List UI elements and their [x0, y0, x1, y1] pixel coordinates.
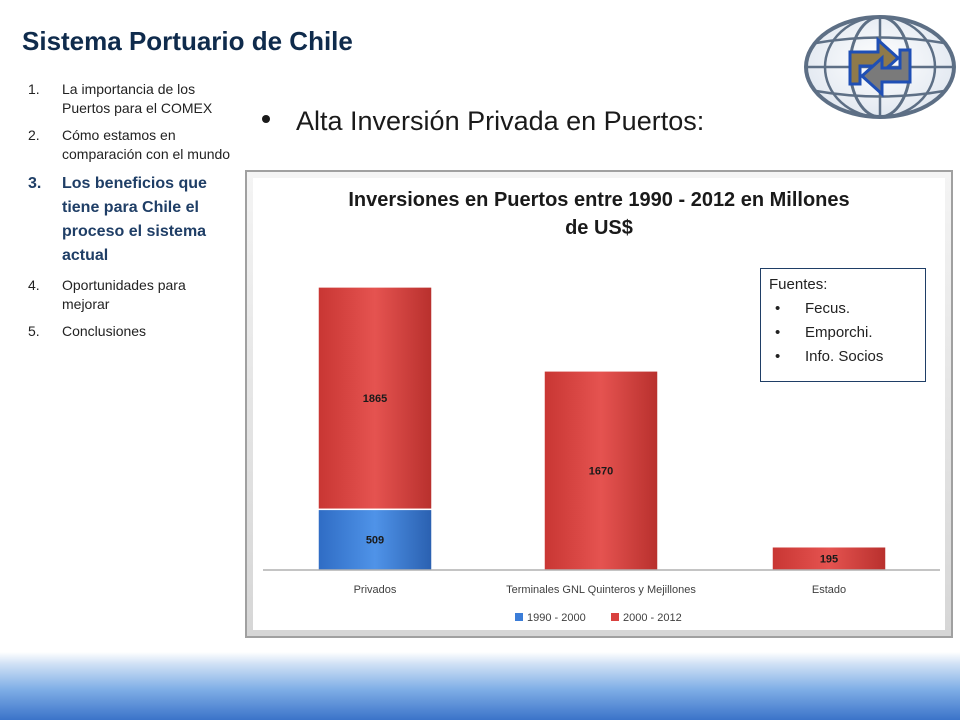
bullet-heading-text: Alta Inversión Privada en Puertos:	[296, 106, 705, 136]
sources-box: Fuentes: Fecus. Emporchi. Info. Socios	[760, 268, 926, 382]
agenda-item: 1. La importancia de los Puertos para el…	[28, 80, 233, 118]
bullet-icon	[262, 114, 270, 123]
sources-title: Fuentes:	[769, 276, 828, 293]
bullet-heading: Alta Inversión Privada en Puertos:	[262, 106, 704, 137]
data-label: 509	[366, 535, 384, 547]
sources-item: Fecus.	[769, 297, 917, 321]
bar-2000-2012-1	[543, 370, 659, 571]
chart-canvas: Inversiones en Puertos entre 1990 - 2012…	[245, 170, 953, 638]
sources-item: Emporchi.	[769, 321, 917, 345]
sources-list: Fecus. Emporchi. Info. Socios	[769, 297, 917, 369]
agenda-item: 4. Oportunidades para mejorar	[28, 276, 233, 314]
globe-arrows-logo	[800, 10, 960, 125]
bar-2000-2012-0	[317, 286, 433, 511]
slide-title: Sistema Portuario de Chile	[22, 26, 353, 56]
agenda-item-label: La importancia de los Puertos para el CO…	[62, 81, 213, 116]
agenda-item-label: Los beneficios que tiene para Chile el p…	[62, 175, 207, 264]
bar-1990-2000-0	[317, 508, 433, 571]
data-label: 1865	[363, 393, 387, 405]
legend-label: 1990 - 2000	[527, 612, 586, 624]
sources-item: Info. Socios	[769, 345, 917, 369]
agenda-item-number: 5.	[28, 323, 40, 339]
agenda-list: 1. La importancia de los Puertos para el…	[28, 80, 233, 349]
chart-title-line: de US$	[565, 217, 633, 239]
agenda-item-label: Oportunidades para mejorar	[62, 277, 186, 312]
agenda-item-active: 3. Los beneficios que tiene para Chile e…	[28, 172, 233, 268]
agenda-item-label: Conclusiones	[62, 323, 147, 339]
agenda-item: 2. Cómo estamos en comparación con el mu…	[28, 126, 233, 164]
agenda-item-label: Cómo estamos en comparación con el mundo	[62, 127, 231, 162]
legend-swatch	[611, 613, 619, 621]
agenda-item: 5. Conclusiones	[28, 322, 233, 341]
legend-swatch	[515, 613, 523, 621]
agenda-item-number: 3.	[28, 175, 42, 192]
investment-chart: Inversiones en Puertos entre 1990 - 2012…	[245, 170, 953, 638]
x-tick-label: Privados	[354, 584, 397, 596]
agenda-item-number: 4.	[28, 277, 40, 293]
legend-label: 2000 - 2012	[623, 612, 682, 624]
chart-title-line: Inversiones en Puertos entre 1990 - 2012…	[348, 189, 849, 211]
data-label: 195	[820, 553, 838, 565]
data-label: 1670	[589, 465, 613, 477]
agenda-item-number: 1.	[28, 81, 40, 97]
x-tick-label: Terminales GNL Quinteros y Mejillones	[506, 584, 696, 596]
footer-gradient-band	[0, 652, 960, 720]
x-tick-label: Estado	[812, 584, 846, 596]
agenda-item-number: 2.	[28, 127, 40, 143]
